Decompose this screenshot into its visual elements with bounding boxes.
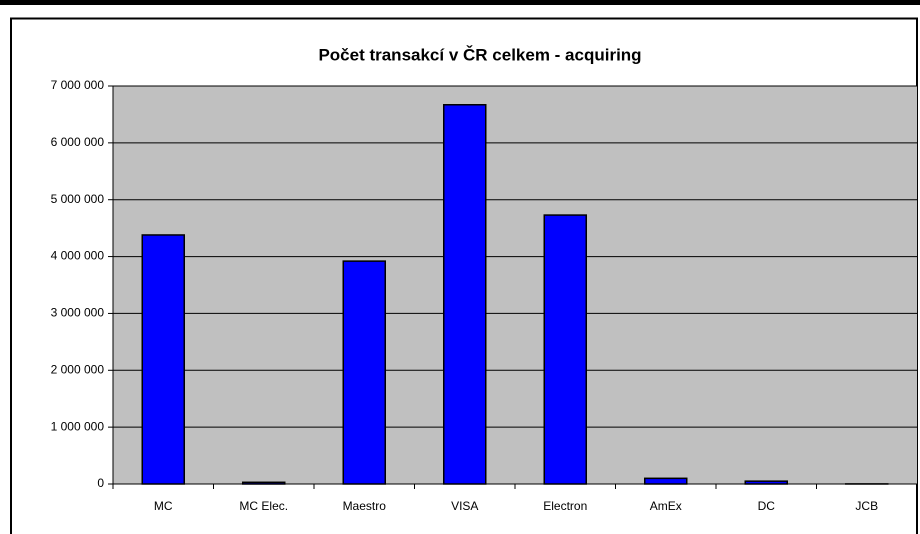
y-tick-label: 0 [97,476,104,490]
y-tick-label: 4 000 000 [51,249,105,263]
x-tick-label: MC Elec. [239,499,288,513]
x-tick-label: JCB [855,499,878,513]
top-border [0,0,920,5]
bar [141,234,185,485]
x-tick-label: AmEx [650,499,682,513]
y-tick-label: 7 000 000 [51,78,105,92]
chart-title: Počet transakcí v ČR celkem - acquiring [318,45,641,64]
bar [543,214,587,485]
bar [342,260,386,485]
x-tick-label: Maestro [343,499,387,513]
x-tick-label: Electron [543,499,587,513]
y-tick-label: 1 000 000 [51,419,105,433]
x-tick-label: VISA [451,499,478,513]
y-tick-label: 2 000 000 [51,362,105,376]
y-tick-label: 5 000 000 [51,192,105,206]
bar [443,104,487,485]
plot-area [113,86,917,484]
y-tick-label: 3 000 000 [51,306,105,320]
bar [644,477,688,485]
y-tick-label: 6 000 000 [51,135,105,149]
bar [744,480,788,485]
bar [242,481,286,485]
x-tick-label: MC [154,499,173,513]
x-tick-label: DC [758,499,776,513]
